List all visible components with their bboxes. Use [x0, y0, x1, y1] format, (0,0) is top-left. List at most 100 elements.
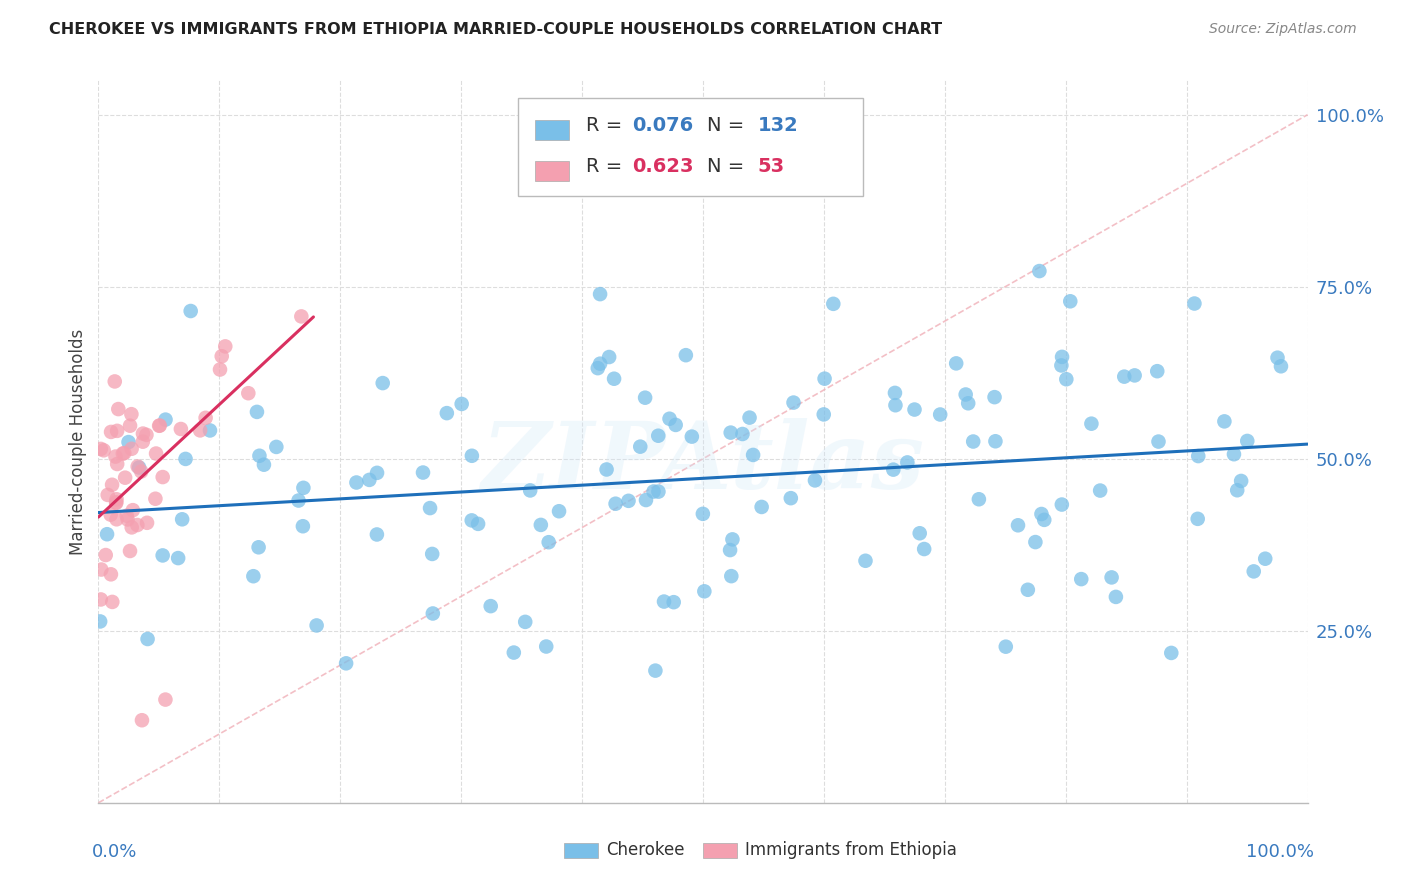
FancyBboxPatch shape	[517, 98, 863, 196]
Point	[647, 484, 669, 499]
Point	[598, 350, 620, 364]
Point	[114, 471, 136, 485]
Point	[643, 484, 665, 499]
Point	[1243, 565, 1265, 579]
Point	[371, 376, 394, 390]
Point	[605, 497, 627, 511]
Point	[253, 458, 276, 472]
Point	[595, 462, 617, 476]
Point	[479, 599, 502, 614]
Point	[731, 427, 754, 442]
Point	[813, 372, 835, 386]
Point	[742, 448, 765, 462]
Point	[105, 512, 128, 526]
Point	[94, 548, 117, 562]
Point	[586, 361, 609, 376]
Point	[1223, 447, 1246, 461]
Point	[246, 405, 269, 419]
Point	[107, 402, 129, 417]
Point	[1254, 551, 1277, 566]
Point	[89, 615, 111, 629]
Point	[1101, 570, 1123, 584]
Text: 132: 132	[758, 116, 799, 136]
Point	[188, 423, 211, 437]
Point	[908, 526, 931, 541]
Point	[101, 595, 124, 609]
Point	[461, 513, 484, 527]
Point	[118, 544, 141, 558]
Point	[1050, 350, 1073, 364]
Text: 0.0%: 0.0%	[93, 843, 138, 861]
Point	[305, 618, 328, 632]
Point	[127, 459, 149, 474]
Point	[882, 462, 904, 476]
Point	[675, 348, 697, 362]
Point	[90, 562, 112, 576]
Point	[628, 440, 651, 454]
Point	[515, 615, 537, 629]
Point	[634, 493, 657, 508]
Point	[823, 297, 845, 311]
Point	[779, 491, 801, 505]
Point	[247, 541, 270, 555]
FancyBboxPatch shape	[534, 161, 569, 181]
Point	[658, 411, 681, 425]
Point	[782, 395, 804, 409]
Text: ZIPAtlas: ZIPAtlas	[481, 418, 925, 508]
Point	[1017, 582, 1039, 597]
Point	[117, 435, 139, 450]
Point	[148, 418, 170, 433]
Point	[366, 527, 388, 541]
Point	[983, 390, 1005, 404]
Point	[692, 507, 714, 521]
Point	[1184, 296, 1206, 310]
Point	[1226, 483, 1249, 498]
Point	[720, 425, 742, 440]
Point	[112, 446, 135, 460]
Point	[266, 440, 288, 454]
Point	[617, 493, 640, 508]
Point	[118, 418, 141, 433]
Text: Source: ZipAtlas.com: Source: ZipAtlas.com	[1209, 22, 1357, 37]
Point	[174, 451, 197, 466]
Point	[955, 387, 977, 401]
Point	[1024, 535, 1046, 549]
Point	[855, 554, 877, 568]
Point	[1028, 264, 1050, 278]
Text: N =: N =	[707, 158, 744, 177]
Point	[751, 500, 773, 514]
Point	[422, 607, 444, 621]
Point	[136, 516, 159, 530]
Point	[121, 520, 143, 534]
Text: 0.076: 0.076	[631, 116, 693, 136]
Point	[662, 595, 685, 609]
Point	[1070, 572, 1092, 586]
Point	[1080, 417, 1102, 431]
Point	[100, 508, 122, 522]
Text: N =: N =	[707, 116, 744, 136]
Point	[962, 434, 984, 449]
Point	[135, 428, 157, 442]
Point	[128, 460, 150, 475]
Point	[152, 470, 174, 484]
Point	[884, 398, 907, 412]
Point	[96, 527, 118, 541]
Text: 100.0%: 100.0%	[1246, 843, 1313, 861]
Point	[1059, 294, 1081, 309]
Y-axis label: Married-couple Households: Married-couple Households	[69, 328, 87, 555]
Point	[644, 664, 666, 678]
Point	[1114, 369, 1136, 384]
Point	[994, 640, 1017, 654]
Point	[681, 429, 703, 443]
Point	[519, 483, 541, 498]
Point	[366, 466, 388, 480]
Point	[335, 657, 357, 671]
Point	[346, 475, 368, 490]
Point	[292, 481, 315, 495]
Point	[718, 543, 741, 558]
Point	[136, 632, 159, 646]
Point	[132, 434, 155, 449]
Point	[90, 592, 112, 607]
Text: R =: R =	[586, 158, 628, 177]
Point	[1054, 372, 1077, 386]
